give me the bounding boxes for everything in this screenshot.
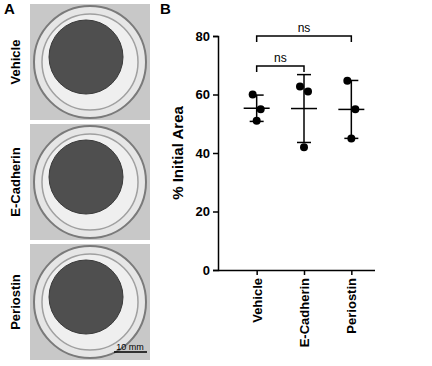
well-image: [30, 4, 150, 120]
well-inner: [42, 134, 138, 230]
well-outer: [34, 6, 146, 118]
scale-bar-label: 10 mm: [116, 342, 144, 352]
y-tick: 0: [203, 263, 218, 278]
y-tick-mark: [213, 270, 218, 272]
y-tick-mark: [213, 94, 218, 96]
significance-bracket: [257, 66, 304, 72]
data-point: [296, 83, 304, 91]
panel-label: A: [4, 0, 15, 17]
well-inner: [42, 254, 138, 350]
x-tick-label: Vehicle: [250, 278, 265, 323]
well-image: [30, 244, 150, 360]
error-cap: [297, 142, 311, 144]
data-point: [253, 117, 261, 125]
x-tick-label: Periostin: [344, 278, 359, 334]
x-tick-mark: [304, 270, 306, 275]
x-tick: Vehicle: [250, 270, 265, 323]
y-tick-label: 60: [196, 87, 210, 102]
y-tick: 80: [196, 29, 218, 44]
y-tick-mark: [213, 153, 218, 155]
figure: A Vehicle E-Cadherin Periostin 10 mm B 0 20 40 60…: [0, 0, 432, 366]
y-tick-label: 80: [196, 29, 210, 44]
data-point: [347, 134, 355, 142]
y-tick-label: 20: [196, 204, 210, 219]
row-label: Periostin: [8, 274, 23, 330]
x-tick-mark: [256, 270, 258, 275]
data-point: [257, 105, 265, 113]
well-inner: [42, 14, 138, 110]
image-background: [30, 244, 150, 360]
y-tick-label: 40: [196, 146, 210, 161]
mean-line: [291, 108, 317, 110]
row-label: E-Cadherin: [8, 147, 23, 216]
well-image: [30, 124, 150, 240]
gel-disc: [49, 260, 123, 334]
y-tick: 60: [196, 87, 218, 102]
y-tick-label: 0: [203, 263, 210, 278]
data-point: [351, 105, 359, 113]
data-point: [304, 88, 312, 96]
mean-line: [244, 107, 270, 109]
well-outer: [34, 246, 146, 358]
image-background: [30, 124, 150, 240]
y-axis-line: [213, 37, 219, 271]
data-point: [343, 77, 351, 85]
image-background: [30, 4, 150, 120]
x-tick: Periostin: [344, 270, 359, 334]
error-cap: [297, 74, 311, 76]
x-tick: E-Cadherin: [297, 270, 312, 347]
y-tick-mark: [213, 36, 218, 38]
row-label: Vehicle: [8, 40, 23, 85]
data-point: [249, 91, 257, 99]
significance-label: ns: [298, 21, 311, 35]
y-tick: 20: [196, 204, 218, 219]
x-axis: Vehicle E-Cadherin Periostin: [218, 270, 375, 347]
gel-disc: [49, 20, 123, 94]
data-point: [300, 143, 308, 151]
significance-bracket: [257, 36, 352, 42]
mean-line: [338, 109, 364, 111]
gel-disc: [49, 140, 123, 214]
y-tick: 40: [196, 146, 218, 161]
panel-label: B: [160, 0, 171, 17]
y-tick-mark: [213, 211, 218, 213]
y-axis: 0 20 40 60 80: [196, 29, 219, 278]
x-tick-label: E-Cadherin: [297, 278, 312, 347]
x-tick-mark: [351, 270, 353, 275]
y-axis-title: % Initial Area: [169, 106, 186, 200]
well-outer: [34, 126, 146, 238]
plot-marks: [244, 75, 365, 152]
significance-label: ns: [274, 51, 287, 65]
